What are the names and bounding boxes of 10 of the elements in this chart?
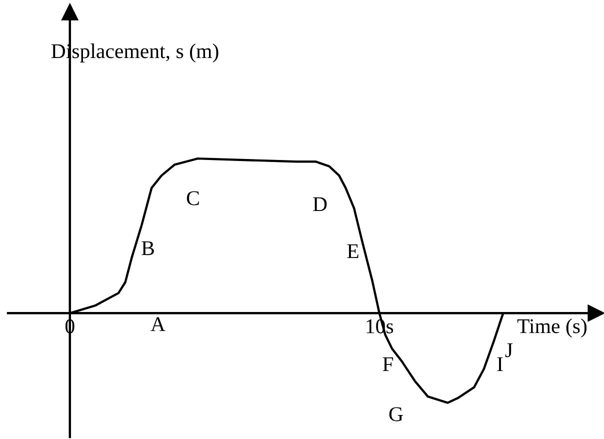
annotation: E [347,244,358,258]
annotation: J [505,343,513,358]
x-axis-title: Time (s) [517,318,587,338]
annotation: D [313,197,327,212]
text: G [389,407,403,422]
annotation: A [150,317,166,332]
annotation: F [382,357,394,372]
annotation: C [186,191,199,206]
annotation: I [497,357,503,372]
annotation: B [142,241,154,256]
